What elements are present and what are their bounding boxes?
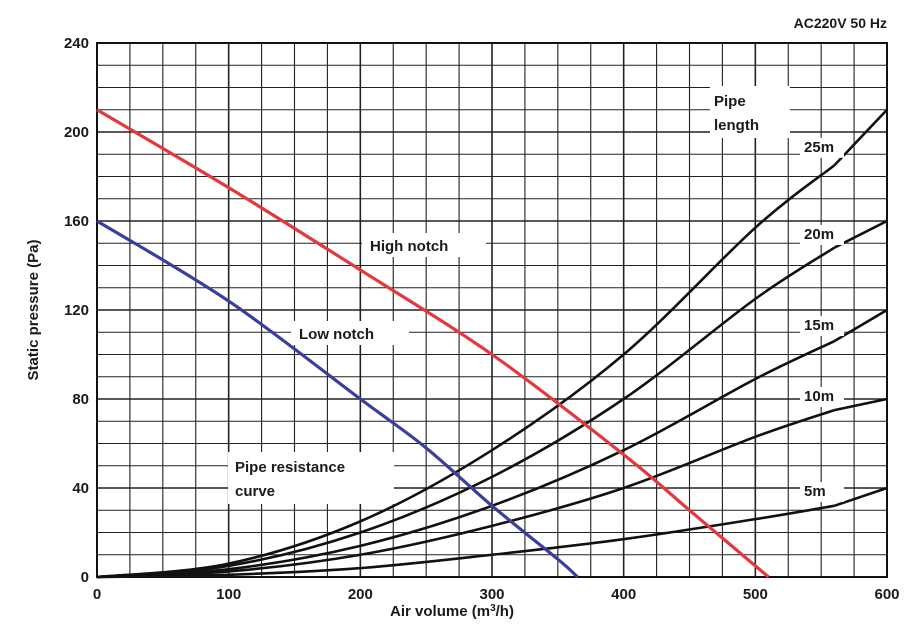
tick-labels: 0 100 200 300 400 500 600 0 40 80 120 160 200 240 bbox=[64, 35, 900, 603]
pipe-resistance-label-line1: Pipe resistance bbox=[235, 459, 345, 476]
pipe-curve-label-bg bbox=[800, 482, 845, 503]
x-axis-title-sup: 3 bbox=[490, 603, 496, 614]
fan-curve-high-notch bbox=[96, 108, 770, 579]
pipe-curve-label-bg bbox=[800, 137, 845, 158]
condition-label: AC220V 50 Hz bbox=[794, 15, 887, 31]
pipe-curve-20m bbox=[96, 246, 836, 579]
annotations-layer: AC220V 50 Hz Static pressure (Pa) Air vo… bbox=[25, 15, 887, 620]
x-tick-label: 400 bbox=[611, 586, 636, 603]
y-tick-label: 40 bbox=[72, 480, 89, 497]
y-axis-title: Static pressure (Pa) bbox=[25, 240, 42, 381]
high-notch-label-bg bbox=[362, 233, 486, 257]
y-tick-label: 0 bbox=[81, 569, 89, 586]
y-tick-label: 80 bbox=[72, 391, 89, 408]
pipe-length-title-line1: Pipe bbox=[714, 93, 746, 110]
pipe-resistance-label-line2: curve bbox=[235, 483, 275, 500]
pipe-curve-label-15m: 15m bbox=[804, 317, 834, 334]
x-tick-label: 500 bbox=[743, 586, 768, 603]
pipe-curve-label-bg bbox=[800, 387, 845, 408]
low-notch-label-bg bbox=[291, 321, 409, 345]
low-notch-label: Low notch bbox=[299, 326, 374, 343]
x-tick-label: 100 bbox=[216, 586, 241, 603]
pipe-curve-10m bbox=[96, 408, 835, 579]
x-axis-title-prefix: Air volume (m bbox=[390, 603, 490, 620]
pipe-curve-label-bg bbox=[800, 316, 845, 337]
x-tick-label: 200 bbox=[348, 586, 373, 603]
y-tick-label: 120 bbox=[64, 302, 89, 319]
pipe-length-title-line2: length bbox=[714, 117, 759, 134]
pipe-curve-label-20m: 20m bbox=[804, 226, 834, 243]
pipe-resistance-label-bg bbox=[228, 452, 394, 504]
x-tick-label: 300 bbox=[479, 586, 504, 603]
pipe-curve-label-10m: 10m bbox=[804, 388, 834, 405]
pipe-curve-extension-10m bbox=[834, 397, 888, 412]
x-axis-title: Air volume (m3/h) bbox=[390, 603, 514, 621]
x-tick-label: 600 bbox=[874, 586, 899, 603]
curves-layer bbox=[96, 108, 888, 579]
pipe-curve-label-25m: 25m bbox=[804, 139, 834, 156]
x-axis-title-suffix: /h) bbox=[496, 603, 514, 620]
y-tick-label: 160 bbox=[64, 213, 89, 230]
pipe-length-title-bg bbox=[710, 86, 790, 138]
pipe-curve-label-5m: 5m bbox=[804, 483, 826, 500]
fan-curve-low-notch bbox=[96, 219, 579, 579]
x-tick-label: 0 bbox=[93, 586, 101, 603]
pipe-curve-extension-5m bbox=[833, 486, 888, 508]
y-tick-label: 240 bbox=[64, 35, 89, 52]
pipe-curve-label-bg bbox=[800, 225, 845, 246]
pipe-curve-5m bbox=[96, 504, 835, 579]
high-notch-label: High notch bbox=[370, 238, 448, 255]
pipe-curve-25m bbox=[96, 164, 836, 579]
y-tick-label: 200 bbox=[64, 124, 89, 141]
